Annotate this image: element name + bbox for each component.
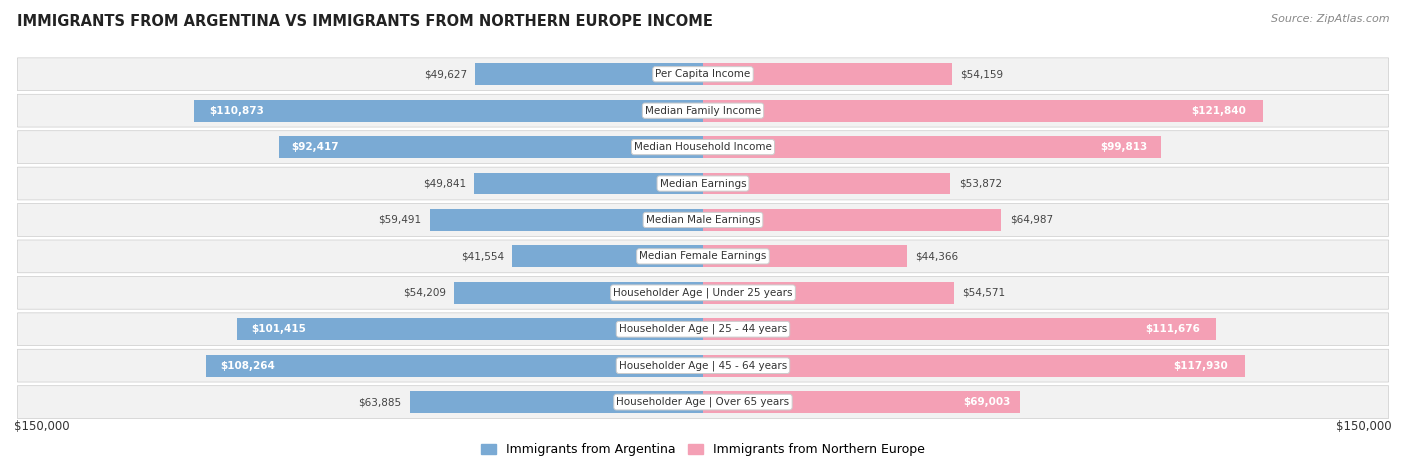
Bar	[703, 173, 950, 194]
Text: $49,627: $49,627	[423, 69, 467, 79]
FancyBboxPatch shape	[17, 58, 1389, 91]
Text: $69,003: $69,003	[963, 397, 1011, 407]
Text: $63,885: $63,885	[359, 397, 401, 407]
FancyBboxPatch shape	[17, 240, 1389, 273]
Text: $59,491: $59,491	[378, 215, 422, 225]
Bar	[409, 391, 703, 413]
Text: $121,840: $121,840	[1191, 106, 1246, 116]
Text: $53,872: $53,872	[959, 178, 1002, 189]
Text: $49,841: $49,841	[423, 178, 465, 189]
Text: Median Male Earnings: Median Male Earnings	[645, 215, 761, 225]
Bar	[703, 282, 953, 304]
Bar	[703, 100, 1263, 121]
Bar	[430, 209, 703, 231]
Text: $92,417: $92,417	[291, 142, 339, 152]
Text: $64,987: $64,987	[1010, 215, 1053, 225]
FancyBboxPatch shape	[17, 167, 1389, 200]
Text: $44,366: $44,366	[915, 251, 957, 262]
Bar	[703, 318, 1216, 340]
Bar	[205, 355, 703, 376]
Text: $101,415: $101,415	[252, 324, 307, 334]
FancyBboxPatch shape	[17, 131, 1389, 163]
Bar	[475, 64, 703, 85]
Text: Source: ZipAtlas.com: Source: ZipAtlas.com	[1271, 14, 1389, 24]
Text: Householder Age | 25 - 44 years: Householder Age | 25 - 44 years	[619, 324, 787, 334]
Text: Householder Age | 45 - 64 years: Householder Age | 45 - 64 years	[619, 361, 787, 371]
Text: $41,554: $41,554	[461, 251, 503, 262]
Text: $150,000: $150,000	[14, 420, 70, 433]
Text: Householder Age | Under 25 years: Householder Age | Under 25 years	[613, 288, 793, 298]
Bar	[703, 64, 952, 85]
Text: $108,264: $108,264	[221, 361, 276, 371]
Text: Median Household Income: Median Household Income	[634, 142, 772, 152]
Text: $111,676: $111,676	[1146, 324, 1201, 334]
Text: $99,813: $99,813	[1101, 142, 1147, 152]
Bar	[512, 246, 703, 267]
Text: Median Family Income: Median Family Income	[645, 106, 761, 116]
Bar	[278, 136, 703, 158]
Text: Median Earnings: Median Earnings	[659, 178, 747, 189]
FancyBboxPatch shape	[17, 204, 1389, 236]
Bar	[703, 246, 907, 267]
Bar	[194, 100, 703, 121]
FancyBboxPatch shape	[17, 94, 1389, 127]
Bar	[474, 173, 703, 194]
Bar	[703, 391, 1019, 413]
Bar	[703, 355, 1244, 376]
FancyBboxPatch shape	[17, 386, 1389, 418]
Bar	[703, 209, 1001, 231]
Text: $150,000: $150,000	[1336, 420, 1392, 433]
FancyBboxPatch shape	[17, 313, 1389, 346]
Text: Median Female Earnings: Median Female Earnings	[640, 251, 766, 262]
Bar	[454, 282, 703, 304]
Text: IMMIGRANTS FROM ARGENTINA VS IMMIGRANTS FROM NORTHERN EUROPE INCOME: IMMIGRANTS FROM ARGENTINA VS IMMIGRANTS …	[17, 14, 713, 29]
Text: $54,209: $54,209	[402, 288, 446, 298]
Text: Per Capita Income: Per Capita Income	[655, 69, 751, 79]
Bar	[703, 136, 1161, 158]
Legend: Immigrants from Argentina, Immigrants from Northern Europe: Immigrants from Argentina, Immigrants fr…	[477, 439, 929, 461]
Text: $54,571: $54,571	[962, 288, 1005, 298]
Bar	[238, 318, 703, 340]
Text: $54,159: $54,159	[960, 69, 1002, 79]
FancyBboxPatch shape	[17, 349, 1389, 382]
FancyBboxPatch shape	[17, 276, 1389, 309]
Text: $117,930: $117,930	[1174, 361, 1229, 371]
Text: $110,873: $110,873	[209, 106, 264, 116]
Text: Householder Age | Over 65 years: Householder Age | Over 65 years	[616, 397, 790, 407]
